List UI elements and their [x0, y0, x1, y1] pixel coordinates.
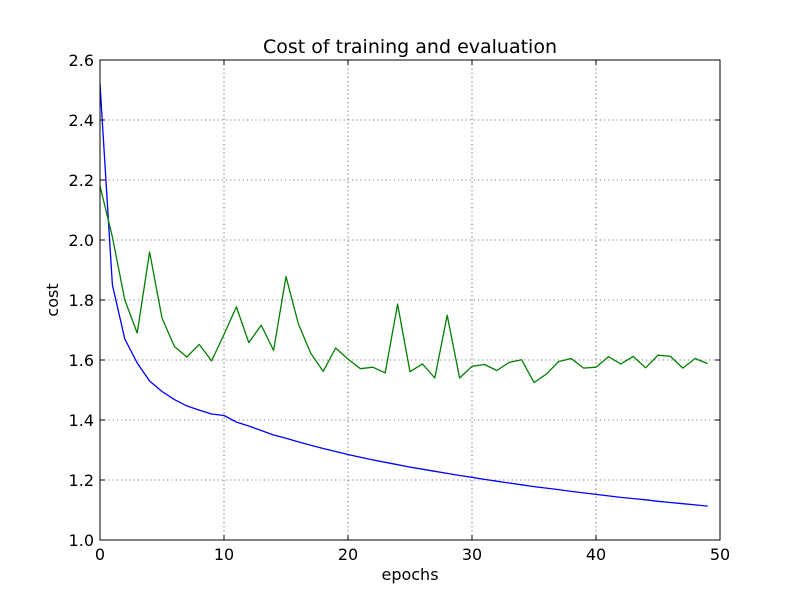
y-tick-label: 2.6 [69, 51, 94, 70]
x-axis-label: epochs [381, 565, 438, 584]
axis-ticks [99, 59, 721, 541]
chart-title: Cost of training and evaluation [263, 36, 557, 58]
y-tick-labels: 1.0 1.2 1.4 1.6 1.8 2.0 2.2 2.4 2.6 [69, 51, 94, 550]
x-tick-label: 50 [710, 545, 730, 564]
x-tick-label: 20 [338, 545, 358, 564]
x-tick-label: 40 [586, 545, 606, 564]
series-line-training [99, 83, 708, 507]
x-tick-label: 10 [214, 545, 234, 564]
y-axis-label: cost [43, 283, 62, 316]
series-line-evaluation [99, 185, 708, 384]
y-tick-label: 2.4 [69, 111, 94, 130]
grid-lines [100, 60, 720, 540]
x-tick-label: 30 [462, 545, 482, 564]
series-lines [99, 83, 708, 507]
y-tick-label: 2.2 [69, 171, 94, 190]
y-tick-label: 1.6 [69, 351, 94, 370]
y-tick-label: 1.8 [69, 291, 94, 310]
x-tick-labels: 0 10 20 30 40 50 [95, 545, 730, 564]
y-tick-label: 1.2 [69, 471, 94, 490]
y-tick-label: 1.0 [69, 531, 94, 550]
y-tick-label: 2.0 [69, 231, 94, 250]
x-tick-label: 0 [95, 545, 105, 564]
y-tick-label: 1.4 [69, 411, 94, 430]
